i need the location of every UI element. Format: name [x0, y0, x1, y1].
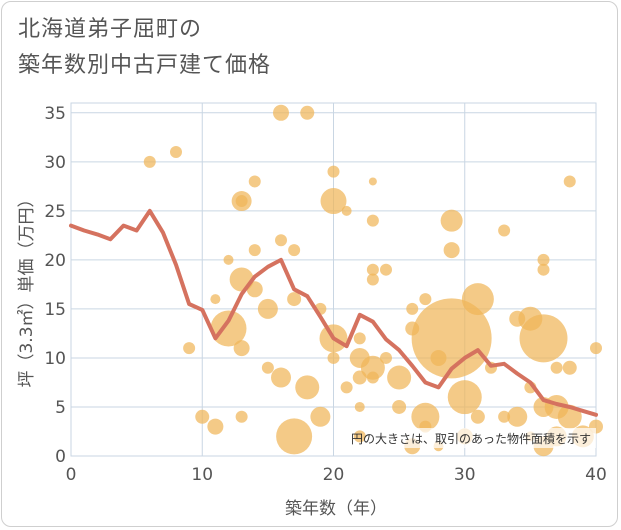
data-point — [411, 402, 440, 431]
data-point — [327, 165, 340, 178]
data-point — [320, 188, 347, 215]
data-point — [360, 355, 385, 380]
data-point — [273, 104, 289, 121]
data-point — [519, 314, 568, 363]
y-tick-label: 15 — [44, 300, 66, 320]
data-point — [366, 371, 379, 384]
data-point — [550, 361, 563, 374]
data-point — [353, 430, 366, 443]
note-background — [386, 428, 596, 448]
data-point — [271, 367, 291, 388]
data-point — [210, 294, 221, 305]
data-point — [327, 351, 340, 364]
data-point — [380, 351, 392, 364]
data-point — [406, 302, 419, 315]
data-point — [340, 381, 353, 394]
data-point — [366, 214, 379, 227]
y-tick-label: 5 — [55, 398, 66, 418]
data-point — [498, 410, 511, 423]
data-point — [387, 365, 412, 390]
data-point — [507, 406, 528, 427]
data-point — [310, 406, 331, 427]
data-point — [498, 224, 511, 237]
data-point — [248, 175, 261, 188]
trend-layer — [69, 208, 598, 417]
data-point — [419, 293, 432, 306]
data-point — [143, 155, 156, 168]
data-point — [563, 175, 576, 188]
data-point — [353, 332, 366, 345]
trend-line — [69, 208, 598, 417]
x-tick-label: 10 — [191, 465, 213, 485]
data-point — [195, 409, 210, 424]
data-point — [368, 177, 377, 186]
x-tick-label: 30 — [454, 465, 476, 485]
data-point — [461, 283, 494, 316]
data-point — [261, 361, 274, 374]
data-point — [210, 310, 247, 347]
chart-title: 北海道弟子屈町の 築年数別中古戸建て価格 — [18, 12, 271, 84]
data-point — [207, 418, 224, 435]
data-point — [248, 244, 261, 257]
data-point — [366, 263, 379, 276]
y-tick-label: 35 — [44, 104, 66, 124]
data-point — [257, 298, 278, 319]
data-point — [288, 244, 301, 257]
y-tick-label: 10 — [44, 349, 66, 369]
data-point — [392, 399, 407, 414]
data-point — [590, 342, 602, 355]
y-tick-label: 25 — [44, 202, 66, 222]
data-point — [447, 380, 482, 415]
grid-lines — [70, 102, 597, 457]
y-axis-label: 坪（3.3㎡）単価（万円） — [17, 190, 37, 387]
data-point — [287, 292, 302, 307]
data-point — [470, 409, 485, 424]
y-tick-label: 20 — [44, 251, 66, 271]
data-point — [276, 418, 313, 455]
data-point — [537, 263, 550, 276]
data-point — [300, 105, 315, 120]
tick-labels: 0 10 20 30 40 0 5 10 15 20 25 30 35 — [44, 104, 606, 485]
data-point — [380, 263, 392, 276]
data-point — [537, 253, 550, 266]
data-point — [235, 410, 248, 423]
data-point — [440, 209, 463, 232]
data-point — [366, 273, 379, 286]
size-note: 円の大きさは、取引のあった物件面積を示す — [351, 431, 591, 446]
x-tick-label: 40 — [585, 465, 607, 485]
data-point — [275, 234, 287, 247]
y-tick-label: 0 — [55, 447, 66, 467]
chart-title-line-1: 北海道弟子屈町の — [18, 17, 203, 42]
data-point — [562, 360, 577, 375]
x-axis-label: 築年数（年） — [285, 499, 387, 519]
chart-title-line-2: 築年数別中古戸建て価格 — [18, 53, 272, 78]
data-point — [411, 298, 492, 379]
data-point — [223, 254, 234, 265]
y-tick-label: 30 — [44, 153, 66, 173]
x-tick-label: 0 — [66, 465, 77, 485]
data-point — [235, 195, 248, 208]
data-point — [183, 342, 196, 355]
data-point — [295, 375, 320, 400]
data-point — [443, 242, 460, 259]
data-point — [170, 146, 182, 159]
data-point — [233, 340, 250, 357]
x-tick-label: 20 — [323, 465, 345, 485]
data-point — [341, 205, 352, 216]
data-point — [354, 401, 365, 412]
